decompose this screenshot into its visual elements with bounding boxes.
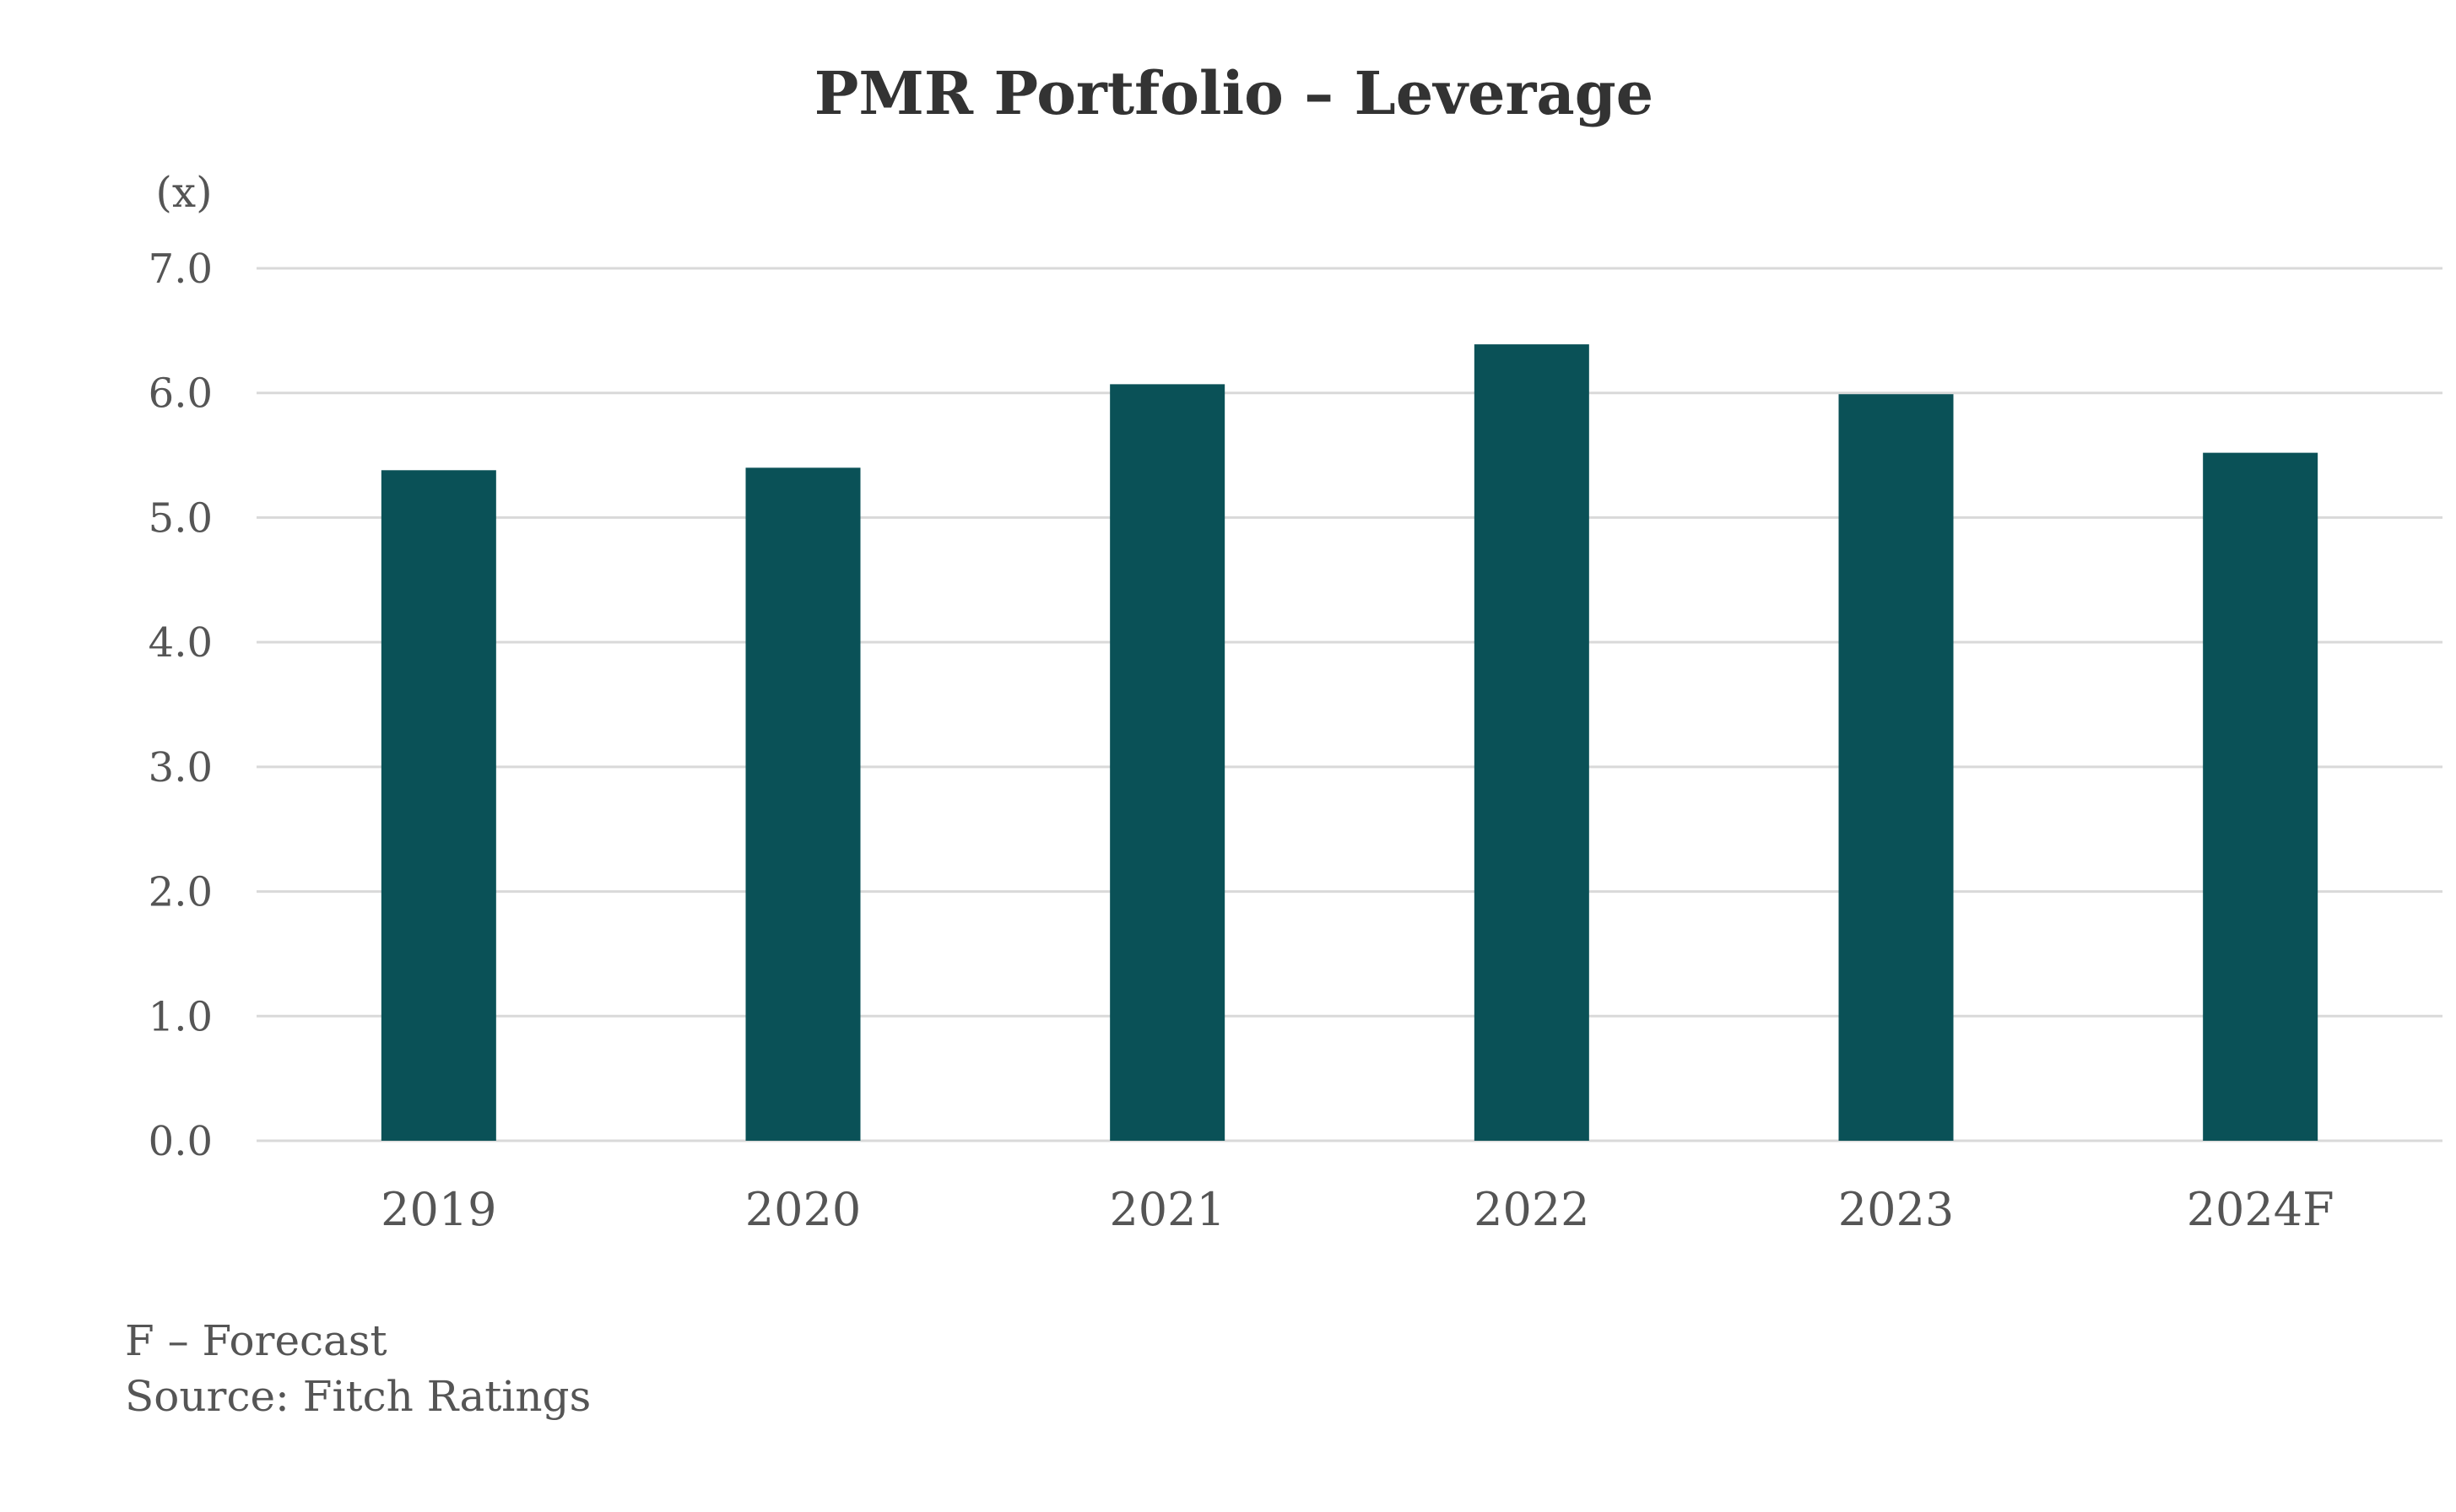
x-tick-label: 2024F xyxy=(2187,1183,2334,1236)
x-tick-label: 2021 xyxy=(1109,1183,1225,1236)
x-tick-label: 2022 xyxy=(1474,1183,1589,1236)
y-tick-label: 6.0 xyxy=(149,370,213,418)
x-tick-label: 2023 xyxy=(1838,1183,1954,1236)
y-tick-label: 7.0 xyxy=(149,246,213,293)
bar-2020 xyxy=(745,467,861,1141)
y-tick-label: 2.0 xyxy=(149,869,213,916)
forecast-footnote: F – Forecast xyxy=(125,1316,387,1365)
bar-2024f xyxy=(2203,452,2318,1141)
y-tick-label: 4.0 xyxy=(149,619,213,667)
x-axis-ticks: 2019 2020 2021 2022 2023 2024F xyxy=(381,1183,2334,1236)
x-tick-label: 2019 xyxy=(381,1183,496,1236)
gridlines xyxy=(257,267,2442,1142)
source-footnote: Source: Fitch Ratings xyxy=(125,1372,591,1421)
bar-2019 xyxy=(381,470,496,1141)
bars xyxy=(381,344,2318,1142)
bar-2022 xyxy=(1474,344,1589,1141)
bar-2023 xyxy=(1838,394,1954,1142)
y-tick-label: 5.0 xyxy=(149,494,213,542)
chart-title: PMR Portfolio – Leverage xyxy=(814,58,1653,128)
y-axis-ticks: 0.0 1.0 2.0 3.0 4.0 5.0 6.0 7.0 xyxy=(149,246,213,1165)
bar-2021 xyxy=(1110,384,1225,1142)
y-tick-label: 0.0 xyxy=(149,1118,213,1165)
x-tick-label: 2020 xyxy=(745,1183,861,1236)
y-tick-label: 3.0 xyxy=(149,744,213,791)
y-axis-unit-label: (x) xyxy=(155,168,212,217)
y-tick-label: 1.0 xyxy=(149,993,213,1040)
